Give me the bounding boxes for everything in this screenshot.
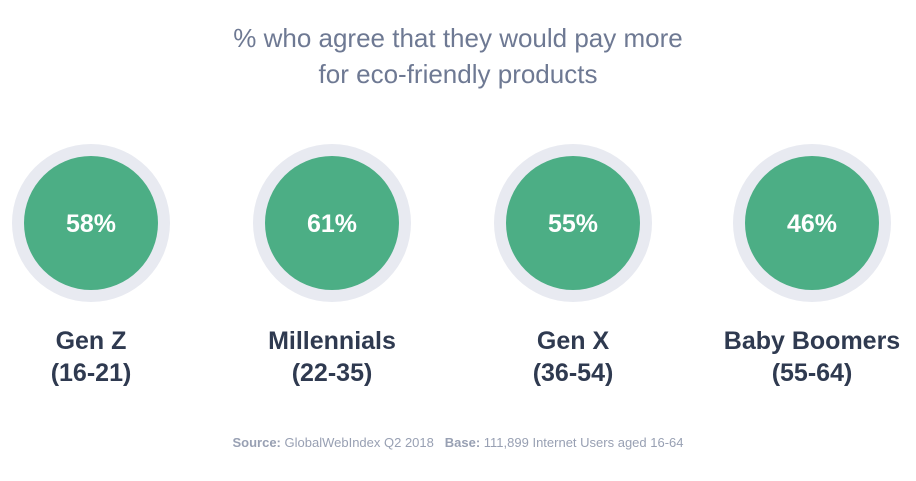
value-label-gen-z: 58%: [66, 210, 116, 238]
category-range-millennials: (22-35): [292, 359, 373, 387]
chart-title: % who agree that they would pay more for…: [0, 20, 916, 92]
bubble-fill-millennials: [265, 156, 399, 290]
source-label: Source:: [232, 435, 281, 450]
value-label-baby-boomers: 46%: [787, 210, 837, 238]
base-label: Base:: [444, 435, 481, 450]
bubble-baby-boomers: 46% Baby Boomers (55-64): [724, 144, 900, 387]
base-text: 111,899 Internet Users aged 16-64: [483, 435, 684, 450]
bubble-fill-baby-boomers: [745, 156, 879, 290]
value-label-millennials: 61%: [307, 210, 357, 238]
category-range-gen-x: (36-54): [533, 359, 614, 387]
value-label-gen-x: 55%: [548, 210, 598, 238]
chart-title-line-1: % who agree that they would pay more: [233, 23, 683, 53]
category-label-baby-boomers: Baby Boomers: [724, 327, 900, 355]
bubble-millennials: 61% Millennials (22-35): [253, 144, 411, 387]
bubble-gen-z: 58% Gen Z (16-21): [12, 144, 170, 387]
source-text: GlobalWebIndex Q2 2018: [284, 435, 434, 450]
bubble-fill-gen-z: [24, 156, 158, 290]
category-label-gen-z: Gen Z: [56, 327, 127, 355]
bubble-fill-gen-x: [506, 156, 640, 290]
category-label-gen-x: Gen X: [537, 327, 610, 355]
category-label-millennials: Millennials: [268, 327, 396, 355]
bubble-gen-x: 55% Gen X (36-54): [494, 144, 652, 387]
category-range-gen-z: (16-21): [51, 359, 132, 387]
source-note: Source: GlobalWebIndex Q2 2018 Base: 111…: [0, 435, 916, 450]
chart-title-line-2: for eco-friendly products: [318, 59, 598, 89]
category-range-baby-boomers: (55-64): [772, 359, 853, 387]
